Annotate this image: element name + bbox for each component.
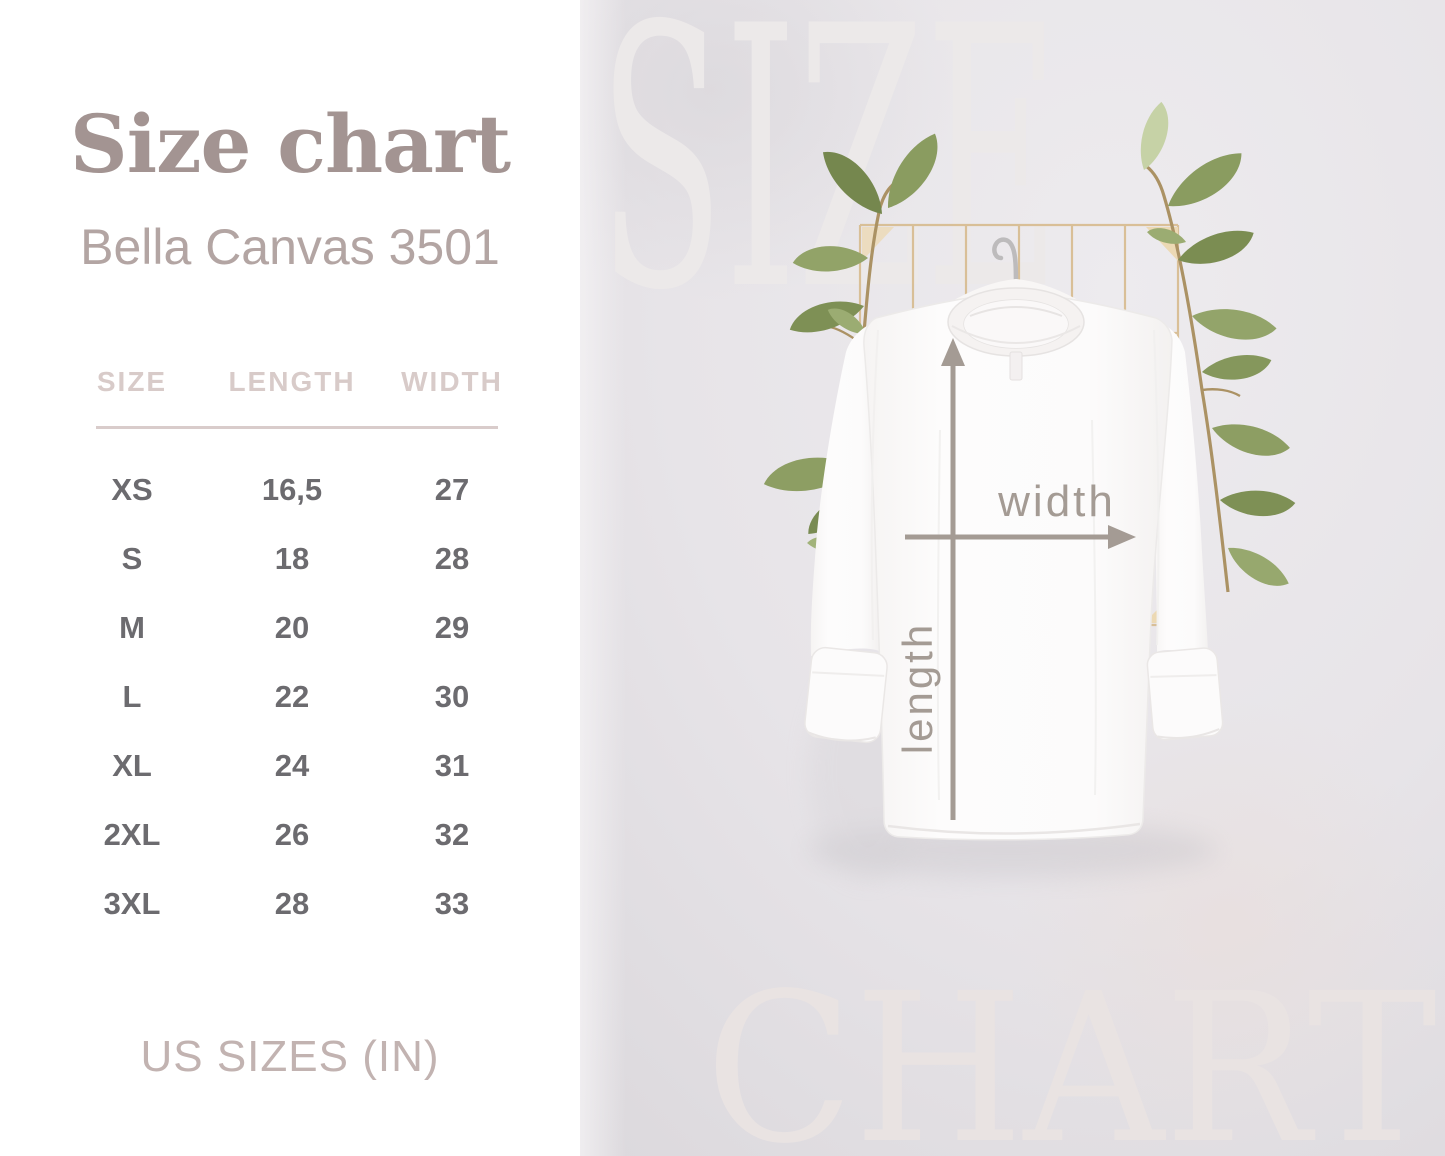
right-plant [1130,99,1297,598]
table-row: XL 24 31 [52,731,532,800]
size-table: SIZE LENGTH WIDTH XS 16,5 27 S 18 28 M [52,362,532,938]
table-cell: 32 [434,816,470,852]
tshirt [804,287,1224,841]
table-cell: S [121,540,143,576]
wall-background [580,0,1445,1156]
table-row: XS 16,5 27 [52,455,532,524]
header-cell-size: SIZE [96,366,168,397]
collar [947,287,1085,381]
table-cell: 18 [274,540,310,576]
table-cell: L [122,678,142,714]
table-cell: XL [112,747,152,783]
header-cell-width: WIDTH [401,366,503,397]
table-cell: 30 [434,678,470,714]
table-cell: 24 [274,747,310,783]
table-header-row: SIZE LENGTH WIDTH [52,362,532,402]
table-cell: 2XL [103,816,161,852]
table-cell: 22 [274,678,310,714]
info-panel: Size chart Bella Canvas 3501 SIZE LENGTH… [0,0,580,1156]
table-row: 3XL 28 33 [52,869,532,938]
width-label: width [997,477,1116,526]
table-row: 2XL 26 32 [52,800,532,869]
photo-panel: SIZE CHART [580,0,1445,1156]
table-cell: 29 [434,609,470,645]
table-cell: XS [111,471,153,507]
page-subtitle: Bella Canvas 3501 [80,219,500,275]
table-cell: 31 [434,747,470,783]
width-arrow [905,525,1136,549]
right-cuff [1146,647,1224,741]
table-cell: 26 [274,816,310,852]
table-cell: 20 [274,609,310,645]
table-body: XS 16,5 27 S 18 28 M 20 29 L 22 30 [52,455,532,938]
units-footnote: US SIZES (IN) [140,1032,440,1081]
table-cell: 3XL [103,885,161,921]
table-cell: 28 [274,885,310,921]
product-photo: SIZE CHART [580,0,1445,1156]
hanger-hook [992,237,1019,295]
length-arrow [941,338,965,820]
left-cuff [804,646,888,744]
brand-tag [1009,351,1023,381]
table-cell: 28 [434,540,470,576]
table-row: M 20 29 [52,593,532,662]
table-row: L 22 30 [52,662,532,731]
page-title: Size chart [69,97,511,191]
table-cell: 16,5 [261,471,323,507]
table-cell: M [119,609,145,645]
table-row: S 18 28 [52,524,532,593]
header-rule [96,426,498,429]
table-cell: 27 [434,471,470,507]
table-cell: 33 [434,885,470,921]
watermark-chart-text: CHART [705,949,1437,1156]
header-cell-length: LENGTH [228,366,356,397]
length-label: length [894,622,941,754]
